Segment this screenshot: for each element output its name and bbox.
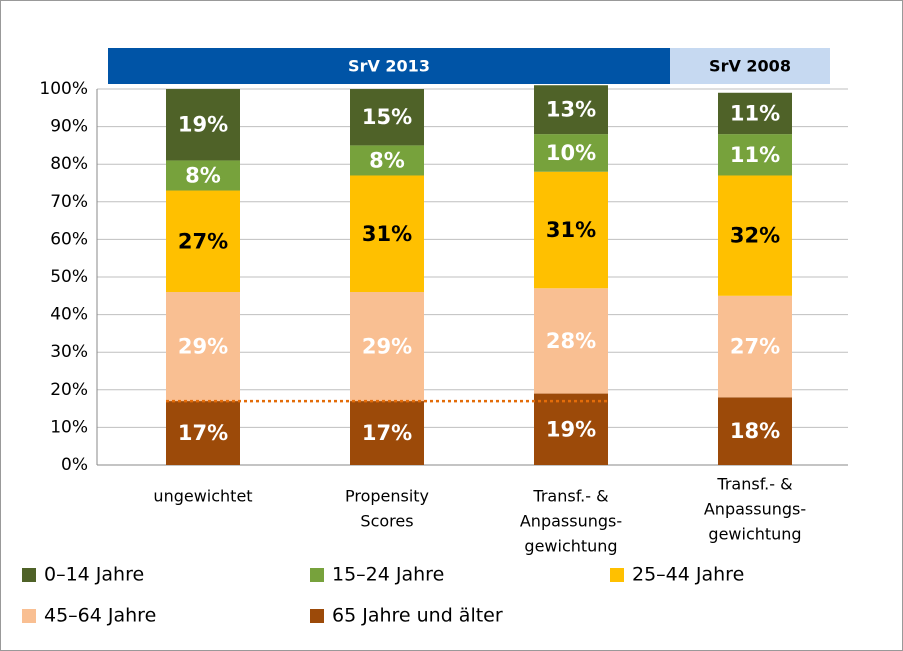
value-label: 11%	[730, 143, 780, 167]
value-label: 11%	[730, 101, 780, 125]
legend-label: 25–44 Jahre	[632, 564, 744, 586]
value-label: 19%	[178, 113, 228, 137]
value-label: 29%	[178, 335, 228, 359]
value-label: 10%	[546, 141, 596, 165]
bar-segment	[534, 171, 608, 289]
y-tick-label: 10%	[50, 417, 88, 437]
legend-label: 15–24 Jahre	[332, 564, 444, 586]
x-tick-label: Anpassungs-	[520, 512, 622, 531]
bar-segment	[718, 397, 792, 465]
y-tick-label: 40%	[50, 305, 88, 325]
value-label: 27%	[178, 229, 228, 253]
bar-segment	[350, 175, 424, 293]
value-label: 8%	[369, 148, 405, 172]
bar-segment	[718, 134, 792, 176]
value-label: 17%	[178, 421, 228, 445]
legend-label: 45–64 Jahre	[44, 605, 156, 627]
value-label: 32%	[730, 224, 780, 248]
value-label: 31%	[546, 218, 596, 242]
value-label: 27%	[730, 335, 780, 359]
y-tick-label: 70%	[50, 192, 88, 212]
group-header	[670, 48, 830, 84]
x-tick-label: Transf.- &	[716, 475, 792, 494]
y-tick-label: 80%	[50, 154, 88, 174]
legend-swatch	[310, 609, 324, 623]
bar-segment	[350, 292, 424, 402]
bar-segment	[166, 292, 240, 402]
legend-swatch	[22, 568, 36, 582]
group-label: SrV 2008	[709, 57, 791, 76]
y-tick-label: 90%	[50, 117, 88, 137]
value-label: 18%	[730, 419, 780, 443]
bar-segment	[718, 92, 792, 135]
value-label: 8%	[185, 163, 221, 187]
x-tick-label: Scores	[360, 512, 413, 531]
legend-label: 0–14 Jahre	[44, 564, 144, 586]
value-label: 17%	[362, 421, 412, 445]
y-tick-label: 50%	[50, 267, 88, 287]
x-tick-label: Transf.- &	[532, 487, 608, 506]
value-label: 19%	[546, 417, 596, 441]
bar-segment	[350, 89, 424, 146]
value-label: 28%	[546, 329, 596, 353]
group-label: SrV 2013	[348, 57, 430, 76]
y-tick-label: 20%	[50, 380, 88, 400]
x-tick-label: Anpassungs-	[704, 500, 806, 519]
x-tick-label: Propensity	[345, 487, 429, 506]
bar-segment	[350, 145, 424, 176]
group-header	[108, 48, 670, 84]
bar-segment	[534, 85, 608, 135]
bar-segment	[166, 89, 240, 161]
value-label: 15%	[362, 105, 412, 129]
bar-segment	[718, 295, 792, 398]
legend-label: 65 Jahre und älter	[332, 605, 503, 627]
value-label: 29%	[362, 335, 412, 359]
y-tick-label: 100%	[39, 79, 88, 99]
bar-segment	[534, 393, 608, 465]
bar-segment	[166, 401, 240, 465]
bar-segment	[534, 288, 608, 394]
bar-segment	[166, 190, 240, 293]
bar-segment	[534, 134, 608, 172]
value-label: 13%	[546, 98, 596, 122]
y-tick-label: 0%	[61, 455, 88, 475]
legend-swatch	[22, 609, 36, 623]
legend-swatch	[310, 568, 324, 582]
x-tick-label: ungewichtet	[153, 487, 252, 506]
bar-segment	[166, 160, 240, 191]
value-label: 31%	[362, 222, 412, 246]
legend-swatch	[610, 568, 624, 582]
x-tick-label: gewichtung	[524, 537, 617, 556]
bar-segment	[350, 401, 424, 465]
y-tick-label: 30%	[50, 342, 88, 362]
x-tick-label: gewichtung	[708, 525, 801, 544]
y-tick-label: 60%	[50, 229, 88, 249]
bar-segment	[718, 175, 792, 296]
